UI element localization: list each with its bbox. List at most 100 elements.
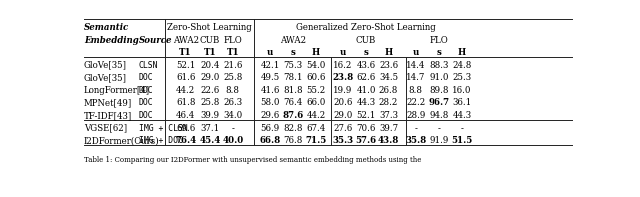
Text: Table 1: Comparing our I2DFormer with unsupervised semantic embedding methods us: Table 1: Comparing our I2DFormer with un…: [84, 156, 421, 164]
Text: 20.6: 20.6: [333, 98, 353, 108]
Text: 75.3: 75.3: [284, 61, 303, 70]
Text: 28.9: 28.9: [406, 111, 426, 120]
Text: CUB: CUB: [356, 35, 376, 45]
Text: s: s: [364, 48, 369, 57]
Text: 88.3: 88.3: [429, 61, 449, 70]
Text: CUB: CUB: [200, 35, 220, 45]
Text: 34.0: 34.0: [223, 111, 243, 120]
Text: Semantic: Semantic: [84, 23, 129, 32]
Text: 37.3: 37.3: [379, 111, 398, 120]
Text: 66.0: 66.0: [307, 98, 326, 108]
Text: 52.1: 52.1: [356, 111, 376, 120]
Text: 61.6: 61.6: [176, 73, 195, 82]
Text: 22.6: 22.6: [200, 86, 220, 95]
Text: 19.9: 19.9: [333, 86, 353, 95]
Text: GloVe[35]: GloVe[35]: [84, 73, 127, 82]
Text: 44.2: 44.2: [307, 111, 326, 120]
Text: 56.9: 56.9: [260, 124, 280, 133]
Text: T1: T1: [204, 48, 216, 57]
Text: 46.4: 46.4: [176, 111, 195, 120]
Text: 44.2: 44.2: [176, 86, 195, 95]
Text: u: u: [413, 48, 419, 57]
Text: 26.3: 26.3: [223, 98, 243, 108]
Text: GloVe[35]: GloVe[35]: [84, 61, 127, 70]
Text: 16.2: 16.2: [333, 61, 353, 70]
Text: 60.6: 60.6: [307, 73, 326, 82]
Text: DOC: DOC: [138, 73, 153, 82]
Text: 24.8: 24.8: [452, 61, 472, 70]
Text: DOC: DOC: [138, 86, 153, 95]
Text: 39.9: 39.9: [200, 111, 220, 120]
Text: s: s: [436, 48, 442, 57]
Text: 81.8: 81.8: [284, 86, 303, 95]
Text: H: H: [385, 48, 392, 57]
Text: 42.1: 42.1: [260, 61, 280, 70]
Text: FLO: FLO: [429, 35, 448, 45]
Text: IMG + CLSN: IMG + CLSN: [138, 124, 188, 133]
Text: LongFormer[4]: LongFormer[4]: [84, 86, 150, 95]
Text: u: u: [340, 48, 346, 57]
Text: 91.9: 91.9: [429, 136, 449, 145]
Text: 45.4: 45.4: [199, 136, 221, 145]
Text: 20.4: 20.4: [200, 61, 220, 70]
Text: 28.2: 28.2: [379, 98, 398, 108]
Text: 91.0: 91.0: [429, 73, 449, 82]
Text: 22.2: 22.2: [406, 98, 426, 108]
Text: 82.8: 82.8: [284, 124, 303, 133]
Text: -: -: [414, 124, 417, 133]
Text: -: -: [231, 124, 234, 133]
Text: 96.7: 96.7: [429, 98, 450, 108]
Text: 71.5: 71.5: [305, 136, 327, 145]
Text: VGSE[62]: VGSE[62]: [84, 124, 127, 133]
Text: 44.3: 44.3: [452, 111, 472, 120]
Text: 8.8: 8.8: [226, 86, 240, 95]
Text: 61.8: 61.8: [176, 98, 195, 108]
Text: 29.0: 29.0: [333, 111, 353, 120]
Text: FLO: FLO: [223, 35, 242, 45]
Text: 94.8: 94.8: [429, 111, 449, 120]
Text: 76.8: 76.8: [284, 136, 303, 145]
Text: Source: Source: [138, 35, 172, 45]
Text: 41.6: 41.6: [260, 86, 280, 95]
Text: 43.6: 43.6: [356, 61, 376, 70]
Text: IMG + DOC: IMG + DOC: [138, 136, 182, 145]
Text: 8.8: 8.8: [409, 86, 423, 95]
Text: Generalized Zero-Shot Learning: Generalized Zero-Shot Learning: [296, 23, 436, 32]
Text: 51.5: 51.5: [451, 136, 472, 145]
Text: 25.8: 25.8: [200, 98, 220, 108]
Text: 66.8: 66.8: [259, 136, 280, 145]
Text: 26.8: 26.8: [379, 86, 398, 95]
Text: 55.2: 55.2: [307, 86, 326, 95]
Text: 35.3: 35.3: [332, 136, 353, 145]
Text: 78.1: 78.1: [284, 73, 303, 82]
Text: 29.0: 29.0: [200, 73, 220, 82]
Text: 37.1: 37.1: [200, 124, 220, 133]
Text: 58.0: 58.0: [260, 98, 280, 108]
Text: 35.8: 35.8: [405, 136, 426, 145]
Text: 23.8: 23.8: [332, 73, 353, 82]
Text: 40.0: 40.0: [222, 136, 243, 145]
Text: 76.4: 76.4: [284, 98, 303, 108]
Text: I2DFormer(Ours): I2DFormer(Ours): [84, 136, 160, 145]
Text: 44.3: 44.3: [356, 98, 376, 108]
Text: CLSN: CLSN: [138, 61, 158, 70]
Text: AWA2: AWA2: [173, 35, 198, 45]
Text: 70.6: 70.6: [356, 124, 376, 133]
Text: DOC: DOC: [138, 111, 153, 120]
Text: TF-IDF[43]: TF-IDF[43]: [84, 111, 132, 120]
Text: Embedding: Embedding: [84, 35, 139, 45]
Text: u: u: [267, 48, 273, 57]
Text: 23.6: 23.6: [379, 61, 398, 70]
Text: 29.6: 29.6: [260, 111, 280, 120]
Text: 57.6: 57.6: [356, 136, 377, 145]
Text: 52.1: 52.1: [176, 61, 195, 70]
Text: T1: T1: [227, 48, 239, 57]
Text: DOC: DOC: [138, 98, 153, 108]
Text: H: H: [312, 48, 320, 57]
Text: 36.1: 36.1: [452, 98, 472, 108]
Text: 43.8: 43.8: [378, 136, 399, 145]
Text: 41.0: 41.0: [356, 86, 376, 95]
Text: 34.5: 34.5: [379, 73, 398, 82]
Text: 76.4: 76.4: [175, 136, 196, 145]
Text: 25.3: 25.3: [452, 73, 472, 82]
